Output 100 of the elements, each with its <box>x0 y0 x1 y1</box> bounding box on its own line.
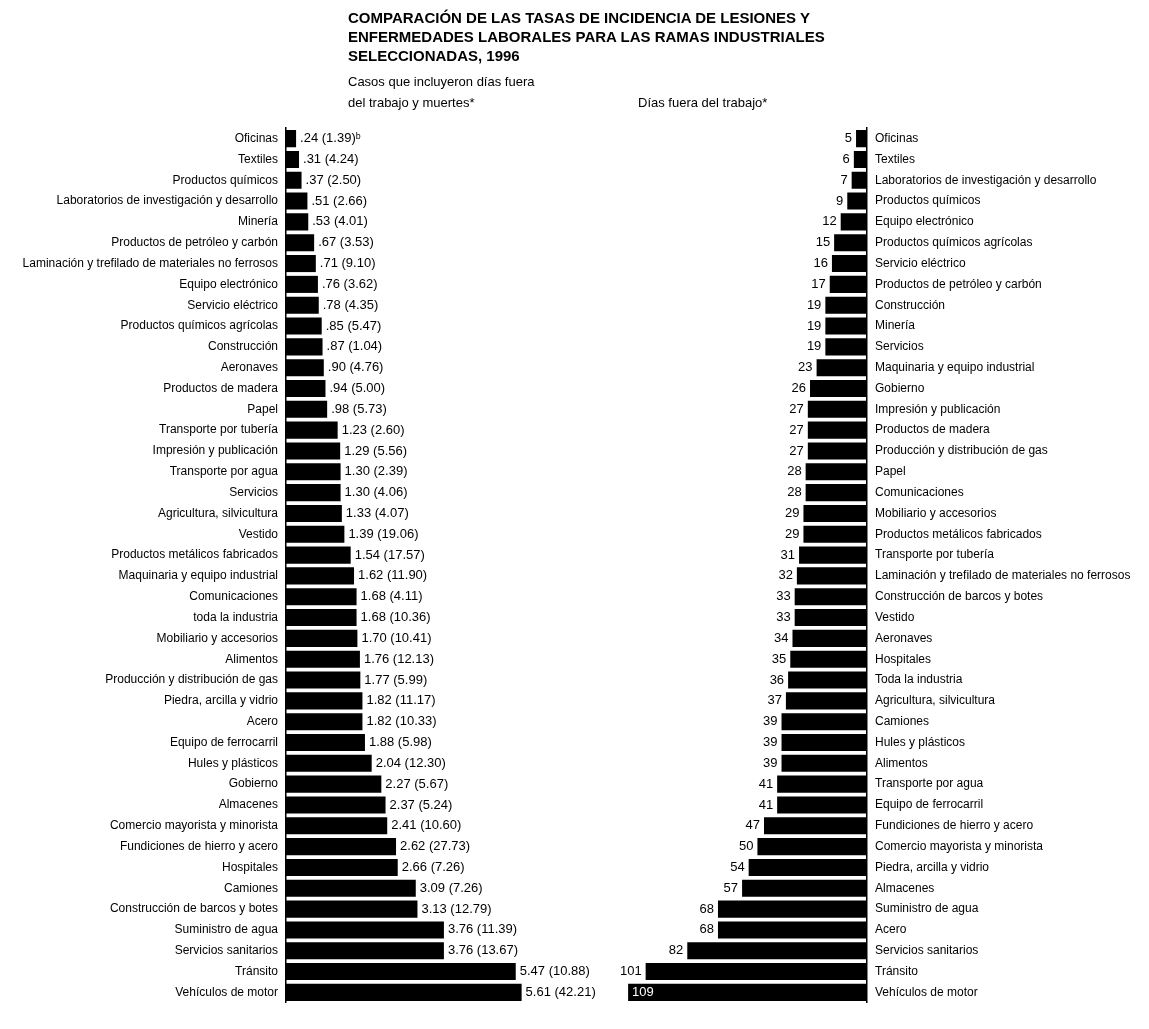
y-tick-label: Almacenes <box>218 797 278 812</box>
y-tick-label: Laboratorios de investigación y desarrollo <box>875 172 1097 187</box>
y-tick-label: Transporte por tubería <box>875 547 995 562</box>
y-tick-label: Agricultura, silvicultura <box>157 505 279 520</box>
y-tick-label: Oficinas <box>234 130 278 145</box>
data-label: 1.33 (4.07) <box>345 505 409 521</box>
y-tick-label: Textiles <box>237 151 278 166</box>
y-tick-label: Textiles <box>875 151 916 166</box>
y-tick-label: Piedra, arcilla y vidrio <box>875 859 990 874</box>
data-label: .90 (4.76) <box>327 359 384 375</box>
y-tick-label: Producción y distribución de gas <box>105 672 278 687</box>
y-tick-label: Alimentos <box>875 755 928 770</box>
data-label: 26 <box>791 380 807 396</box>
data-label: .24 (1.39)ᵇ <box>300 130 361 146</box>
y-tick-label: Productos metálicos fabricados <box>111 547 278 562</box>
data-label: 28 <box>787 463 802 479</box>
y-tick-label: Productos químicos <box>875 193 981 208</box>
y-tick-label: Servicio eléctrico <box>875 255 967 270</box>
data-label: 6 <box>842 151 850 167</box>
data-label: 1.88 (5.98) <box>368 734 432 750</box>
data-label: 19 <box>806 317 822 333</box>
y-tick-label: Construcción <box>207 339 278 354</box>
y-tick-label: Equipo electrónico <box>179 276 279 291</box>
y-tick-label: Productos de petróleo y carbón <box>111 235 278 250</box>
data-label: 1.30 (4.06) <box>344 484 408 500</box>
y-tick-label: Servicios sanitarios <box>174 943 278 958</box>
data-label: 29 <box>784 505 800 521</box>
y-tick-label: Minería <box>237 214 279 229</box>
y-tick-label: Transporte por agua <box>875 776 984 791</box>
data-label: 33 <box>776 588 791 604</box>
data-label: 39 <box>763 713 778 729</box>
data-label: 2.41 (10.60) <box>391 817 462 833</box>
data-label: .98 (5.73) <box>331 400 387 416</box>
data-label: 1.82 (11.17) <box>366 692 436 708</box>
data-label: 2.37 (5.24) <box>389 796 453 812</box>
data-label: .78 (4.35) <box>322 296 379 312</box>
y-tick-label: Camiones <box>223 880 278 895</box>
y-tick-label: Tránsito <box>235 963 279 978</box>
data-label: .87 (1.04) <box>326 338 383 354</box>
data-label: 17 <box>811 275 826 291</box>
y-tick-label: Productos químicos <box>172 172 278 187</box>
data-label: 37 <box>767 692 782 708</box>
data-label: 27 <box>789 421 804 437</box>
y-tick-label: Gobierno <box>228 776 279 791</box>
data-label: 33 <box>776 609 791 625</box>
y-tick-label: Laboratorios de investigación y desarrollo <box>56 193 279 208</box>
y-tick-label: Productos químicos agrícolas <box>120 318 278 333</box>
data-label: 3.13 (12.79) <box>421 900 492 916</box>
y-tick-label: Vestido <box>875 609 915 624</box>
data-label: 47 <box>745 817 760 833</box>
data-label: 19 <box>806 296 822 312</box>
data-label: 1.29 (5.56) <box>344 442 408 458</box>
data-label: 32 <box>778 567 793 583</box>
data-label: 27 <box>789 400 804 416</box>
data-label: 5.47 (10.88) <box>519 963 590 979</box>
data-label: .67 (3.53) <box>318 234 374 250</box>
data-label: 34 <box>774 629 789 645</box>
data-label: 1.68 (10.36) <box>360 609 431 625</box>
y-tick-label: Piedra, arcilla y vidrio <box>163 693 279 708</box>
data-label: 41 <box>758 775 774 791</box>
y-tick-label: Papel <box>875 464 906 479</box>
data-label: 68 <box>699 900 714 916</box>
y-tick-label: Impresión y publicación <box>152 443 278 458</box>
y-tick-label: Productos metálicos fabricados <box>875 526 1042 541</box>
y-tick-label: Suministro de agua <box>174 922 279 937</box>
data-label: 68 <box>699 921 714 937</box>
data-label: 1.62 (11.90) <box>358 567 428 583</box>
y-tick-label: Laminación y trefilado de materiales no ferrosos <box>22 255 278 270</box>
data-label: 82 <box>668 942 684 958</box>
y-tick-label: Agricultura, silvicultura <box>875 693 996 708</box>
data-label: 1.23 (2.60) <box>341 421 405 437</box>
y-tick-label: Tránsito <box>875 963 919 978</box>
y-tick-label: Construcción <box>875 297 946 312</box>
y-tick-label: Comercio mayorista y minorista <box>109 818 279 833</box>
data-label: 39 <box>763 754 778 770</box>
data-label: 19 <box>806 338 822 354</box>
y-tick-label: Vestido <box>238 526 279 541</box>
data-label: 57 <box>723 879 739 895</box>
y-tick-label: Comunicaciones <box>189 589 278 604</box>
y-tick-label: Acero <box>875 922 907 937</box>
y-tick-label: Hules y plásticos <box>187 755 278 770</box>
y-tick-label: Productos químicos agrícolas <box>875 235 1033 250</box>
data-label: 28 <box>787 484 802 500</box>
data-label: 2.62 (27.73) <box>400 838 471 854</box>
y-tick-label: Equipo de ferrocarril <box>875 797 984 812</box>
y-tick-label: Maquinaria y equipo industrial <box>118 568 278 583</box>
y-tick-label: Laminación y trefilado de materiales no ferrosos <box>875 568 1131 583</box>
data-label: 5 <box>844 130 853 146</box>
data-label: 23 <box>798 359 813 375</box>
y-tick-label: Productos de petróleo y carbón <box>875 276 1042 291</box>
data-label: 16 <box>813 255 828 271</box>
y-tick-label: Maquinaria y equipo industrial <box>875 359 1035 374</box>
y-tick-label: Servicios <box>875 339 924 354</box>
data-label: 27 <box>789 442 804 458</box>
data-label: 3.76 (11.39) <box>447 921 518 937</box>
y-tick-label: Hospitales <box>221 859 278 874</box>
data-label: 1.30 (2.39) <box>344 463 408 479</box>
y-tick-label: Equipo electrónico <box>875 214 975 229</box>
data-label: 54 <box>730 859 745 875</box>
data-label: 1.54 (17.57) <box>354 546 425 562</box>
